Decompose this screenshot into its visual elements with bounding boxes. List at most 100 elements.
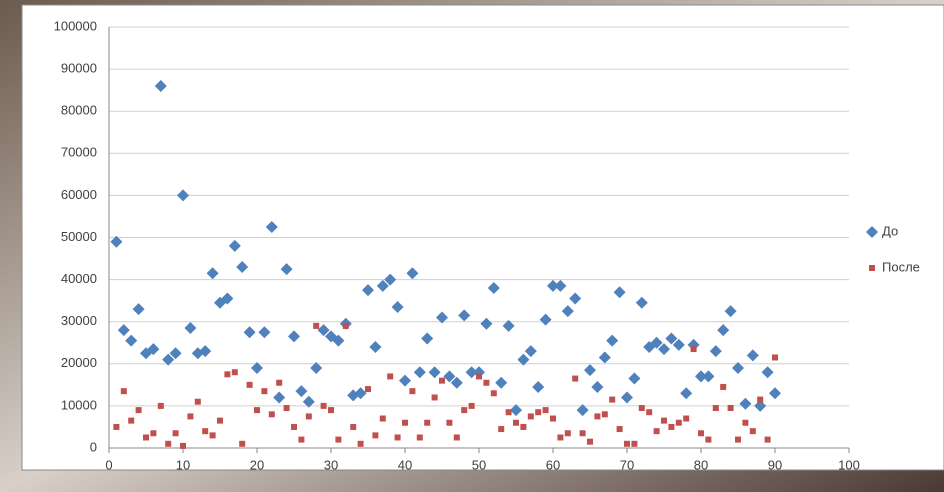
point [528, 413, 534, 419]
point [224, 371, 230, 377]
point [372, 432, 378, 438]
point [676, 420, 682, 426]
point [639, 405, 645, 411]
point [520, 424, 526, 430]
point [395, 434, 401, 440]
point [143, 434, 149, 440]
point [113, 424, 119, 430]
point [173, 430, 179, 436]
point [646, 409, 652, 415]
point [735, 437, 741, 443]
y-tick-label: 10000 [61, 397, 97, 412]
point [158, 403, 164, 409]
y-tick-label: 30000 [61, 313, 97, 328]
point [454, 434, 460, 440]
point [187, 413, 193, 419]
point [387, 373, 393, 379]
point [291, 424, 297, 430]
legend-label: До [882, 223, 898, 238]
point [313, 323, 319, 329]
point [439, 378, 445, 384]
point [631, 441, 637, 447]
point [728, 405, 734, 411]
point [128, 418, 134, 424]
point [328, 407, 334, 413]
point [150, 430, 156, 436]
point [572, 376, 578, 382]
point [424, 420, 430, 426]
point [765, 437, 771, 443]
y-tick-label: 90000 [61, 61, 97, 76]
point [609, 397, 615, 403]
x-tick-label: 90 [768, 457, 782, 472]
point [513, 420, 519, 426]
point [284, 405, 290, 411]
point [210, 432, 216, 438]
point [742, 420, 748, 426]
y-tick-label: 80000 [61, 103, 97, 118]
y-tick-label: 40000 [61, 271, 97, 286]
point [580, 430, 586, 436]
point [491, 390, 497, 396]
point [335, 437, 341, 443]
point [261, 388, 267, 394]
point [683, 416, 689, 422]
x-tick-label: 10 [176, 457, 190, 472]
point [343, 323, 349, 329]
point [557, 434, 563, 440]
point [691, 346, 697, 352]
point [498, 426, 504, 432]
point [594, 413, 600, 419]
point [247, 382, 253, 388]
point [469, 403, 475, 409]
point [483, 380, 489, 386]
point [350, 424, 356, 430]
point [543, 407, 549, 413]
x-tick-label: 80 [694, 457, 708, 472]
point [772, 354, 778, 360]
point [757, 397, 763, 403]
point [602, 411, 608, 417]
point [698, 430, 704, 436]
x-tick-label: 40 [398, 457, 412, 472]
x-tick-label: 30 [324, 457, 338, 472]
point [587, 439, 593, 445]
point [217, 418, 223, 424]
point [654, 428, 660, 434]
x-tick-label: 70 [620, 457, 634, 472]
point [195, 399, 201, 405]
y-tick-label: 20000 [61, 355, 97, 370]
point [121, 388, 127, 394]
x-tick-label: 20 [250, 457, 264, 472]
x-tick-label: 50 [472, 457, 486, 472]
point [402, 420, 408, 426]
point [720, 384, 726, 390]
point [298, 437, 304, 443]
point [232, 369, 238, 375]
point [276, 380, 282, 386]
y-tick-label: 100000 [54, 18, 97, 33]
point [713, 405, 719, 411]
point [254, 407, 260, 413]
point [476, 373, 482, 379]
point [661, 418, 667, 424]
point [380, 416, 386, 422]
point [202, 428, 208, 434]
point [180, 443, 186, 449]
point [565, 430, 571, 436]
point [358, 441, 364, 447]
y-tick-label: 70000 [61, 145, 97, 160]
point [535, 409, 541, 415]
legend-marker [869, 265, 875, 271]
y-tick-label: 0 [90, 439, 97, 454]
point [409, 388, 415, 394]
point [365, 386, 371, 392]
point [321, 403, 327, 409]
point [239, 441, 245, 447]
point [550, 416, 556, 422]
point [446, 420, 452, 426]
point [269, 411, 275, 417]
point [417, 434, 423, 440]
point [461, 407, 467, 413]
x-tick-label: 60 [546, 457, 560, 472]
